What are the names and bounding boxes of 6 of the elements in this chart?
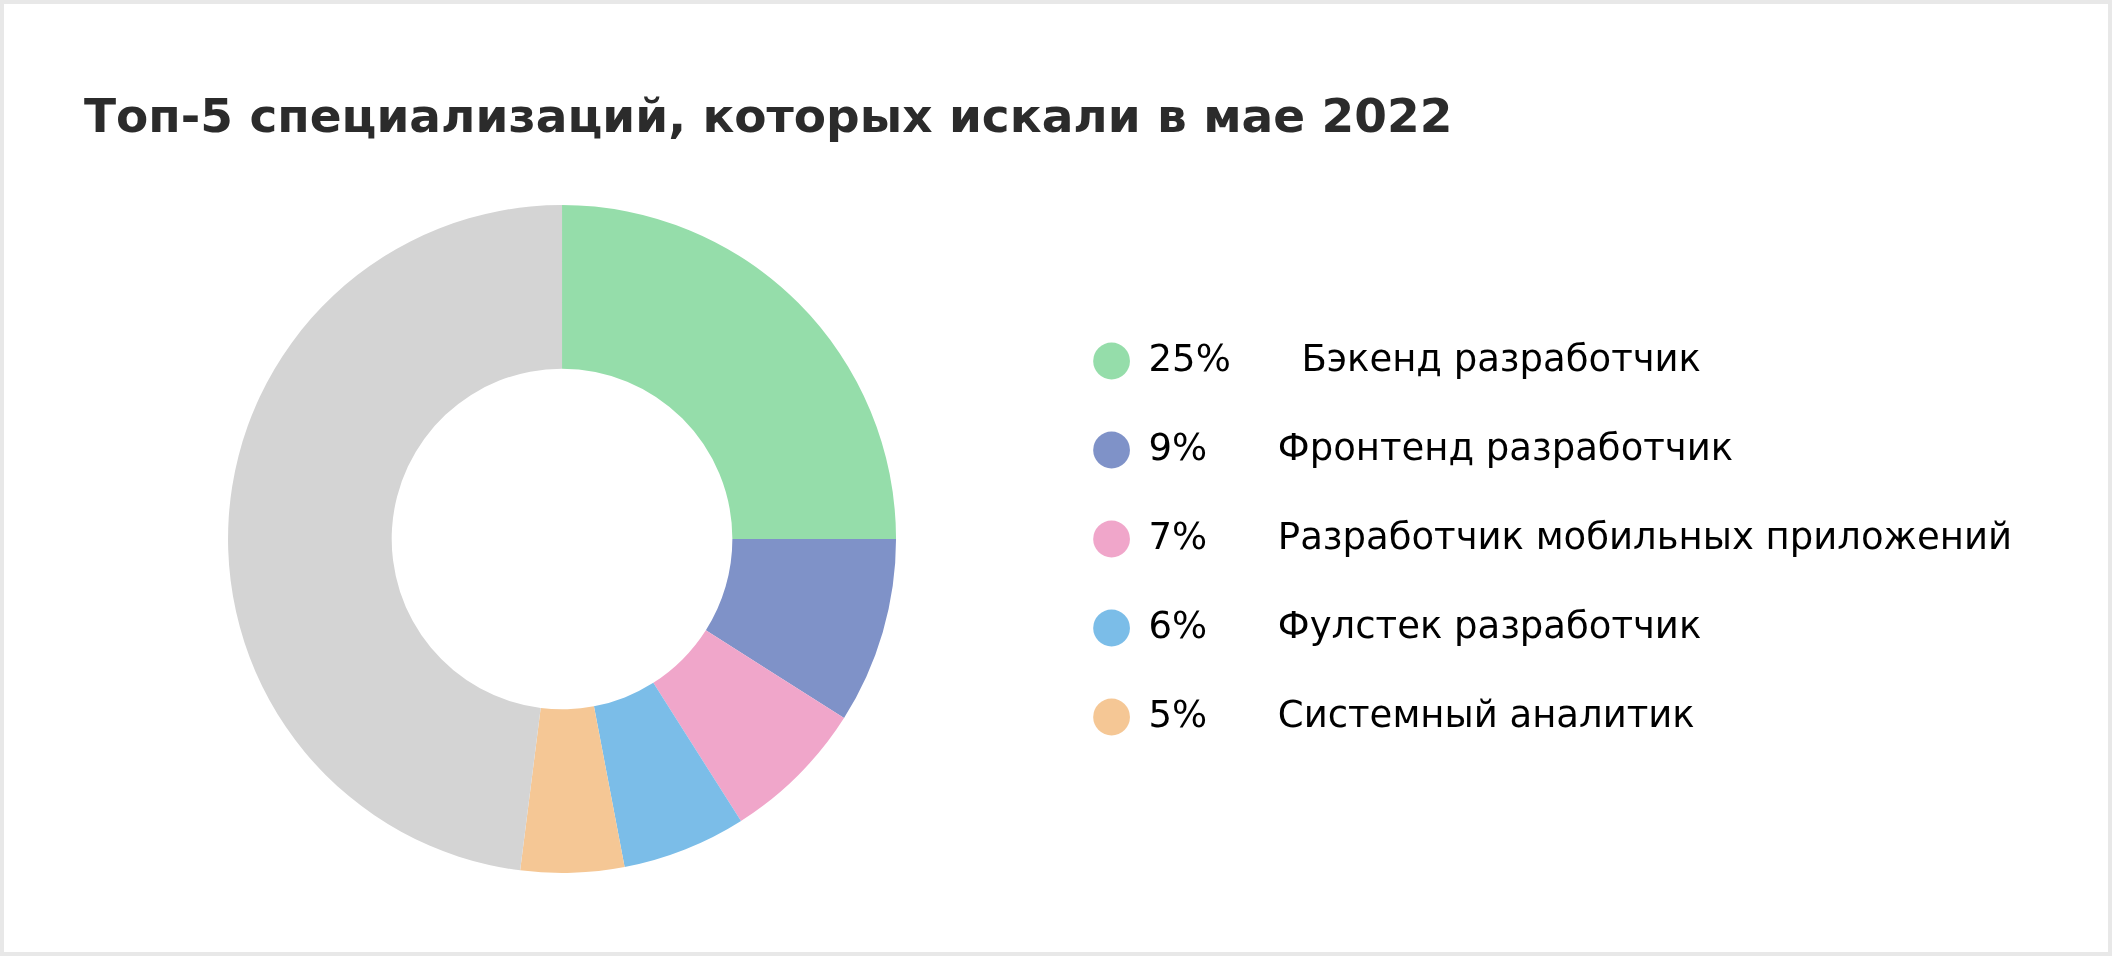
legend-label: 6% Фулстек разработчик <box>1148 603 1702 647</box>
legend-label: 9% Фронтенд разработчик <box>1148 425 1734 469</box>
chart-title: Топ-5 специализаций, которых искали в мае 2022 <box>84 88 1453 143</box>
legend-label: 5% Системный аналитик <box>1148 692 1695 736</box>
legend-label: 25% Бэкенд разработчик <box>1148 336 1701 380</box>
legend-label: 7% Разработчик мобильных приложений <box>1148 514 2013 558</box>
